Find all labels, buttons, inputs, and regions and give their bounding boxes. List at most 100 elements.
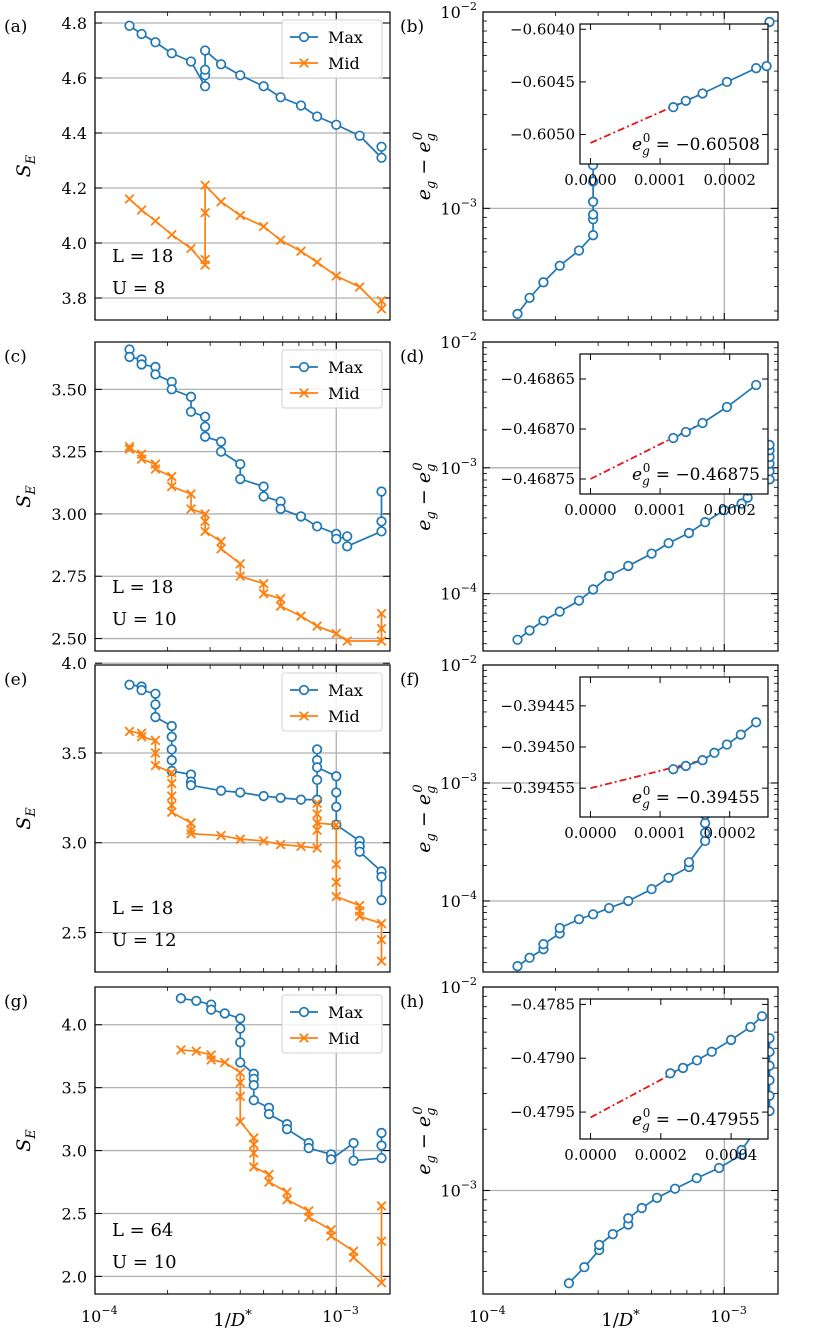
data-point — [312, 809, 323, 819]
data-point — [303, 1142, 314, 1154]
data-point — [594, 1239, 605, 1251]
data-point — [191, 1046, 202, 1057]
data-point — [721, 401, 733, 413]
annotation-L: L = 64 — [112, 1220, 173, 1241]
data-point — [587, 176, 599, 187]
data-point — [166, 731, 177, 742]
data-point — [524, 292, 535, 304]
data-point — [166, 229, 177, 240]
data-point — [331, 877, 342, 888]
data-point — [603, 902, 615, 914]
inset-y-tick-label: −0.46865 — [500, 370, 575, 388]
data-point — [376, 152, 387, 163]
data-point — [331, 271, 342, 281]
panel-label: (d) — [400, 347, 424, 367]
data-point — [554, 260, 565, 271]
data-point — [721, 76, 733, 88]
data-point — [295, 100, 307, 111]
data-point — [136, 684, 147, 696]
x-axis-label: 1/D* — [213, 1308, 252, 1331]
data-point — [150, 37, 161, 48]
data-point — [124, 679, 135, 690]
data-point — [199, 81, 211, 92]
data-point — [199, 431, 211, 442]
data-point — [166, 767, 177, 778]
data-point — [166, 481, 177, 492]
data-point — [298, 1006, 310, 1018]
y-axis-label: SE — [13, 1129, 39, 1152]
data-point — [725, 1034, 737, 1046]
data-point — [376, 526, 387, 537]
data-point — [311, 521, 323, 532]
data-point — [524, 952, 535, 963]
data-point — [150, 748, 161, 758]
data-point — [579, 1262, 590, 1273]
inset-d: 0.0000 0.0001 0.0002 −0.46875 −0.46870 −0.468… — [500, 353, 769, 519]
data-point — [299, 1033, 309, 1043]
data-point — [275, 235, 286, 246]
data-point — [298, 31, 310, 43]
inset-x-tick-label: 0.0000 — [564, 501, 617, 519]
data-point — [185, 391, 197, 402]
data-point — [282, 1187, 292, 1198]
data-point — [206, 1004, 217, 1015]
inset-y-tick-label: −0.6050 — [510, 126, 575, 144]
y-tick-label: 10−2 — [440, 653, 477, 675]
inset-y-tick-label: −0.4790 — [510, 1049, 575, 1067]
data-point — [680, 95, 691, 106]
inset-frame — [579, 676, 769, 818]
data-point — [136, 359, 147, 370]
data-point — [668, 764, 679, 775]
x-tick-label: 10−4 — [81, 1304, 118, 1326]
data-point — [331, 628, 342, 639]
data-point — [376, 1140, 387, 1151]
panel-g: 2.0 2.5 3.0 3.5 4.0 Max Mid (g) SE L = 64 U = 10 10… — [4, 986, 391, 1326]
y-tick-label: 3.00 — [51, 505, 87, 524]
y-tick-label: 2.75 — [51, 567, 87, 586]
data-point — [235, 834, 246, 845]
y-tick-label: 3.0 — [62, 1142, 87, 1161]
y-tick-label: 10−3 — [440, 771, 477, 793]
data-point — [235, 1023, 246, 1034]
inset-y-tick-label: −0.39450 — [500, 738, 575, 756]
y-tick-label: 10−3 — [440, 196, 477, 218]
data-point — [166, 384, 177, 395]
legend-label-mid: Mid — [328, 54, 360, 73]
data-point — [282, 1194, 292, 1205]
data-point — [331, 859, 342, 870]
inset-x-tick-label: 0.0002 — [703, 171, 756, 189]
data-point — [206, 1055, 217, 1065]
data-point — [554, 606, 565, 617]
y-tick-label: 2.5 — [62, 1204, 87, 1223]
annotation-U: U = 8 — [112, 278, 165, 299]
data-point — [331, 819, 342, 830]
panel-label: (h) — [400, 992, 424, 1012]
data-point — [258, 221, 269, 232]
data-point — [258, 588, 269, 599]
data-point — [235, 458, 246, 470]
data-point — [376, 608, 387, 619]
data-point — [219, 1057, 230, 1068]
inset-extrapolation-label: eg0 = −0.46875 — [632, 461, 760, 488]
data-point — [751, 379, 762, 391]
data-point — [761, 60, 772, 72]
panel-a: 3.8 4.0 4.2 4.4 4.6 4.8 Max Mid (a) SE L = 18 U = 8 — [4, 11, 391, 321]
data-point — [311, 744, 323, 755]
data-point — [646, 548, 657, 559]
data-point — [326, 1231, 337, 1242]
data-point — [150, 464, 161, 475]
data-point — [136, 454, 147, 465]
annotation-U: U = 12 — [112, 930, 177, 951]
data-point — [150, 711, 161, 723]
inset-y-tick-label: −0.6040 — [510, 20, 575, 38]
inset-x-tick-label: 0.0004 — [705, 1146, 758, 1164]
data-point — [623, 895, 634, 907]
inset-x-tick-label: 0.0000 — [564, 171, 617, 189]
annotation-L: L = 18 — [112, 577, 173, 598]
data-point — [683, 527, 695, 539]
data-point — [721, 739, 733, 750]
data-point — [376, 1127, 387, 1139]
data-point — [348, 1155, 359, 1166]
data-point — [312, 825, 323, 836]
y-tick-label: 4.0 — [62, 234, 87, 253]
